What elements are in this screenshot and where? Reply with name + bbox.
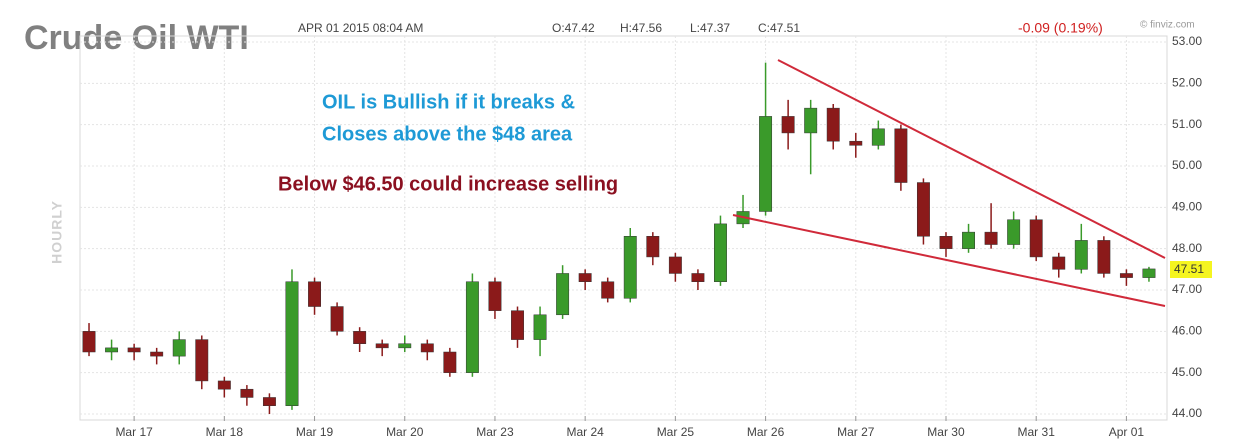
plot-area: 44.00 45.00 46.00 47.00 48.00 49.00 50.00 51.00… <box>79 34 1202 439</box>
x-tick-label: Mar 25 <box>657 425 695 439</box>
candle-body <box>1142 268 1156 278</box>
candle-body <box>308 281 321 307</box>
ohlc-high: H:47.56 <box>620 21 662 35</box>
source: © finviz.com <box>1140 20 1195 31</box>
candle-body <box>1097 240 1111 274</box>
candle-body <box>668 256 682 274</box>
ohlc-low: L:47.37 <box>690 21 730 35</box>
candle-body <box>916 182 930 237</box>
y-tick-label: 49.00 <box>1172 200 1202 214</box>
candle-body <box>1052 256 1066 270</box>
annotation: OIL is Bullish if it breaks & <box>322 91 575 113</box>
candle-body <box>330 306 344 332</box>
candle-body <box>826 107 840 142</box>
timestamp: APR 01 2015 08:04 AM <box>298 21 423 35</box>
annotation: Below $46.50 could increase selling <box>278 173 618 195</box>
candle-body <box>262 397 276 406</box>
candle-body <box>623 236 637 299</box>
y-tick-label: 51.00 <box>1172 117 1202 131</box>
x-tick-label: Mar 18 <box>206 425 244 439</box>
candle-body <box>984 231 998 245</box>
x-tick-label: Mar 31 <box>1018 425 1056 439</box>
candle-body <box>1007 219 1021 245</box>
plot-frame <box>79 35 1168 421</box>
candle-body <box>127 347 141 353</box>
trendline-upper <box>777 59 1166 259</box>
candle-body <box>894 128 908 183</box>
candle-body <box>443 351 457 373</box>
y-tick-label: 47.00 <box>1172 282 1202 296</box>
candle-body <box>601 281 615 299</box>
chart-title: Crude Oil WTI <box>24 19 249 57</box>
y-tick-label: 50.00 <box>1172 158 1202 172</box>
annotation: Closes above the $48 area <box>322 123 573 145</box>
candle-body <box>759 116 773 212</box>
candle-body <box>533 314 547 340</box>
candle-body <box>195 339 209 382</box>
y-axis-label: HOURLY <box>49 200 65 264</box>
candle-body <box>398 343 412 349</box>
candle-body <box>1119 273 1133 278</box>
last-price-label: 47.51 <box>1174 262 1204 276</box>
candle-body <box>804 107 818 134</box>
ohlc-close: C:47.51 <box>758 21 800 35</box>
candle-body <box>375 343 389 349</box>
candle-body <box>465 281 479 373</box>
y-tick-label: 45.00 <box>1172 365 1202 379</box>
y-tick-label: 52.00 <box>1172 76 1202 90</box>
candle-body <box>939 236 953 249</box>
candle-body <box>488 281 502 311</box>
y-tick-label: 48.00 <box>1172 241 1202 255</box>
last-price-badge <box>1170 261 1212 278</box>
candle-body <box>781 116 795 134</box>
x-tick-label: Apr 01 <box>1109 425 1145 439</box>
candle-body <box>240 388 254 398</box>
x-tick-label: Mar 26 <box>747 425 785 439</box>
candle-body <box>962 231 975 249</box>
candle-body <box>714 223 727 282</box>
y-tick-label: 46.00 <box>1172 324 1202 338</box>
x-tick-label: Mar 30 <box>927 425 965 439</box>
x-tick-label: Mar 17 <box>115 425 153 439</box>
candle-body <box>646 236 660 258</box>
candle-body <box>82 331 96 353</box>
y-tick-label: 44.00 <box>1172 406 1202 420</box>
candle-body <box>150 351 164 357</box>
candle-body <box>105 347 119 353</box>
change: -0.09 (0.19%) <box>1018 20 1103 36</box>
trendline-lower <box>732 214 1166 307</box>
candle-body <box>511 310 524 340</box>
candle-body <box>578 273 592 282</box>
x-tick-label: Mar 23 <box>476 425 514 439</box>
candle-body <box>1074 240 1088 270</box>
candle-body <box>871 128 885 146</box>
candle-body <box>420 343 434 353</box>
candle-body <box>1029 219 1043 258</box>
candle-body <box>556 273 570 316</box>
candle-body <box>285 281 299 406</box>
ohlc-open: O:47.42 <box>552 21 595 35</box>
y-tick-label: 53.00 <box>1172 34 1202 48</box>
x-tick-label: Mar 20 <box>386 425 424 439</box>
x-tick-label: Mar 19 <box>296 425 334 439</box>
candle-body <box>172 339 186 357</box>
candle-body <box>849 140 863 146</box>
candle-body <box>691 273 705 282</box>
candle-body <box>217 380 231 390</box>
candle-body <box>353 331 367 344</box>
x-tick-label: Mar 27 <box>837 425 875 439</box>
x-tick-label: Mar 24 <box>566 425 604 439</box>
